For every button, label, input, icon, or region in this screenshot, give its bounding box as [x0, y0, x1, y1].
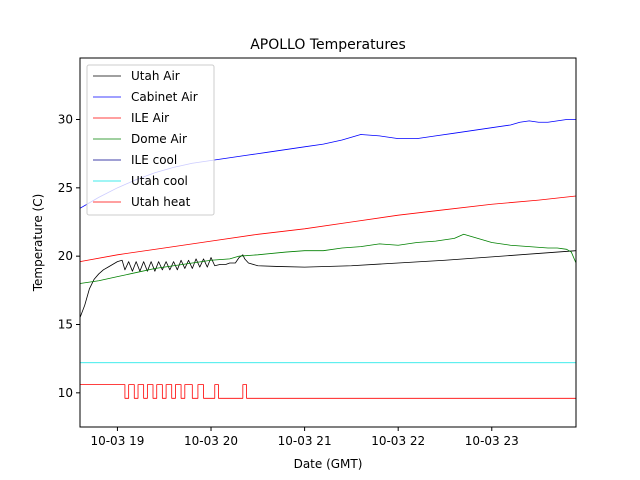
- legend-label-utah-air: Utah Air: [131, 69, 180, 83]
- y-tick-label: 15: [58, 318, 73, 332]
- x-axis-label: Date (GMT): [294, 457, 363, 471]
- x-tick-label: 10-03 22: [371, 434, 425, 448]
- x-axis: 10-03 19 10-03 20 10-03 21 10-03 22 10-03 23: [90, 427, 519, 448]
- x-tick-label: 10-03 19: [90, 434, 144, 448]
- legend-label-utah-cool: Utah cool: [131, 174, 188, 188]
- legend-box: [86, 64, 215, 216]
- series-line-ile-air: [79, 195, 577, 263]
- legend-label-utah-heat: Utah heat: [131, 195, 191, 209]
- x-tick-label: 10-03 21: [278, 434, 332, 448]
- y-tick-label: 25: [58, 181, 73, 195]
- y-tick-label: 30: [58, 113, 73, 127]
- plot-area-frame: [79, 57, 577, 428]
- legend-label-dome-air: Dome Air: [131, 132, 187, 146]
- legend-label-ile-cool: ILE cool: [131, 153, 177, 167]
- y-axis: 10 15 20 25 30: [58, 113, 80, 400]
- y-tick-label: 20: [58, 249, 73, 263]
- legend-entries: Utah Air Cabinet Air ILE Air Dome Air ILE co…: [93, 69, 198, 209]
- x-tick-label: 10-03 23: [465, 434, 519, 448]
- legend-label-ile-air: ILE Air: [131, 111, 169, 125]
- y-axis-label: Temperature (C): [31, 194, 45, 293]
- legend-label-cabinet-air: Cabinet Air: [131, 90, 198, 104]
- x-tick-label: 10-03 20: [184, 434, 238, 448]
- legend: Utah Air Cabinet Air ILE Air Dome Air ILE co…: [86, 64, 215, 216]
- series-line-utah-heat: [80, 384, 576, 399]
- chart-title: APOLLO Temperatures: [250, 37, 406, 53]
- y-tick-label: 10: [58, 386, 73, 400]
- series-line-dome-air: [79, 233, 577, 284]
